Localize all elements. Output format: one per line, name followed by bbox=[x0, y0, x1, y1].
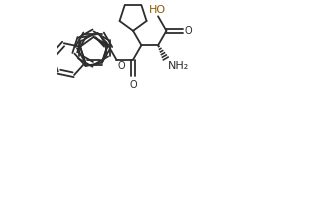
Text: HO: HO bbox=[149, 5, 166, 15]
Text: O: O bbox=[129, 80, 137, 90]
Text: O: O bbox=[185, 26, 193, 36]
Text: O: O bbox=[118, 61, 125, 71]
Text: NH₂: NH₂ bbox=[168, 61, 189, 71]
